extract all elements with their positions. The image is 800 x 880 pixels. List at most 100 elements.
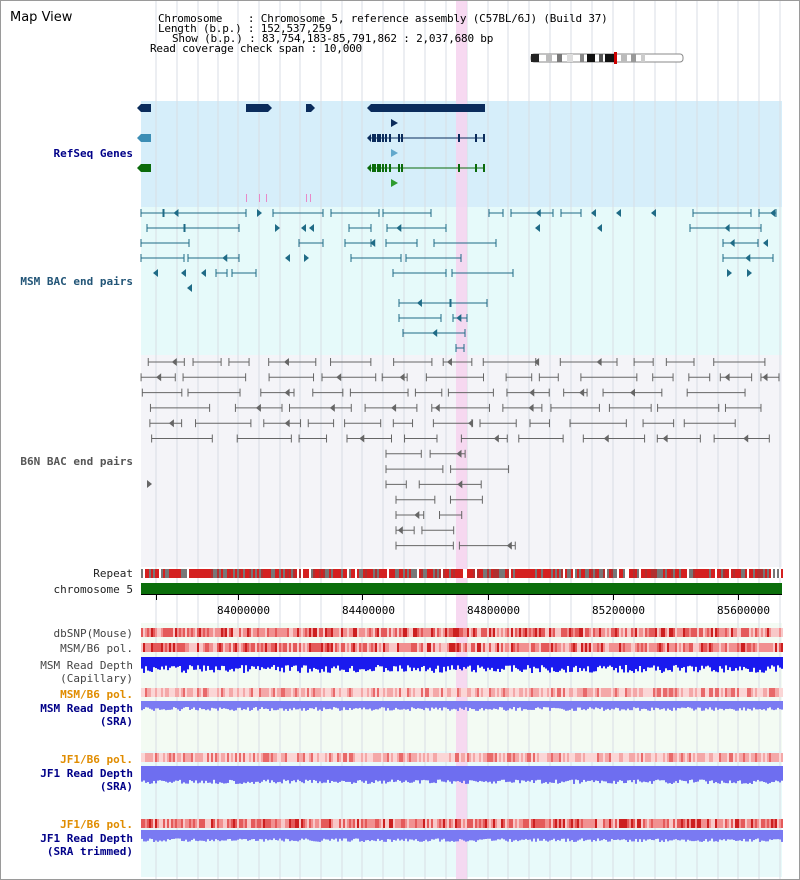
b6n-bac-pair bbox=[665, 358, 695, 366]
b6n-bac-pair bbox=[432, 419, 474, 428]
bac-end-pair-glyphs[interactable] bbox=[1, 1, 800, 571]
coverage-label: Read coverage check span bbox=[150, 42, 305, 55]
msm-bac-end bbox=[153, 269, 158, 277]
msm-depth-capillary-bars bbox=[141, 657, 783, 673]
b6n-bac-pair bbox=[439, 511, 463, 519]
msm-depth-sra-label: MSM Read Depth bbox=[40, 702, 133, 715]
axis-tick-label: 84400000 bbox=[342, 604, 395, 617]
msm-bac-pair bbox=[398, 299, 451, 307]
b6n-bac-pair bbox=[713, 434, 770, 443]
b6n-bac-pair bbox=[147, 358, 185, 366]
refseq-track-label[interactable]: RefSeq Genes bbox=[53, 147, 133, 160]
b6n-bac-pair bbox=[479, 419, 517, 428]
jf1-depth-sra-label: JF1 Read Depth bbox=[40, 767, 133, 780]
msm-depth-sra-bars bbox=[141, 701, 783, 711]
msm-bac-pair bbox=[692, 209, 752, 217]
jf1-b6-pol-heatmap bbox=[141, 753, 783, 762]
msm-bac-end bbox=[616, 209, 621, 217]
b6n-bac-pair bbox=[563, 388, 588, 397]
msm-bac-pair bbox=[386, 224, 447, 232]
b6n-bac-pair bbox=[529, 419, 550, 428]
header-coverage: Read coverage check span : 10,000 bbox=[150, 42, 362, 55]
b6n-bac-pair bbox=[458, 541, 516, 550]
b6n-bac-pair bbox=[421, 526, 455, 535]
msm-bac-pair bbox=[215, 269, 228, 277]
msm-bac-track-label[interactable]: MSM BAC end pairs bbox=[20, 275, 133, 288]
b6n-bac-pair bbox=[192, 358, 222, 366]
axis-tick bbox=[362, 594, 363, 600]
b6n-bac-pair bbox=[429, 449, 466, 458]
chromosome-label: Chromosome bbox=[158, 12, 223, 25]
msm-bac-end bbox=[763, 239, 768, 247]
b6n-bac-pair bbox=[151, 434, 213, 443]
jf1-b6-pol-trimmed-label: JF1/B6 pol. bbox=[60, 818, 133, 831]
msm-bac-pair bbox=[402, 329, 466, 337]
b6n-bac-pair bbox=[182, 373, 247, 382]
b6n-bac-pair bbox=[195, 419, 252, 428]
msm-bac-end bbox=[257, 209, 262, 217]
axis-tick bbox=[613, 594, 614, 600]
b6n-bac-pair bbox=[263, 419, 302, 428]
msm-bac-pair bbox=[689, 224, 762, 232]
b6n-bac-pair bbox=[187, 388, 241, 397]
msm-bac-pair bbox=[344, 239, 376, 247]
b6n-bac-pair bbox=[395, 511, 425, 519]
b6n-bac-pair bbox=[686, 388, 746, 397]
msm-bac-pair bbox=[330, 209, 380, 217]
b6n-bac-pair bbox=[298, 434, 328, 443]
b6n-bac-pair bbox=[393, 358, 433, 366]
b6n-bac-pair bbox=[724, 403, 762, 412]
msm-bac-pair bbox=[298, 239, 324, 247]
map-view-title: Map View bbox=[10, 10, 73, 25]
b6n-bac-pair bbox=[234, 403, 283, 412]
b6n-bac-pair bbox=[321, 373, 377, 382]
axis-tick bbox=[488, 594, 489, 600]
dbsnp-track-label: dbSNP(Mouse) bbox=[53, 627, 133, 640]
msm-bac-end bbox=[275, 224, 280, 232]
b6n-bac-pair bbox=[713, 358, 766, 366]
b6n-bac-pair bbox=[395, 526, 415, 535]
b6n-bac-pair bbox=[656, 434, 701, 443]
msm-bac-pair bbox=[140, 239, 190, 247]
jf1-depth-trimmed-sublabel: (SRA trimmed) bbox=[46, 845, 133, 858]
b6n-bac-pair bbox=[385, 449, 422, 458]
b6n-bac-pair bbox=[141, 388, 183, 397]
msm-bac-pair bbox=[187, 254, 240, 262]
b6n-bac-pair bbox=[418, 480, 482, 489]
msm-bac-pair bbox=[560, 209, 582, 217]
length-label: Length (b.p.) bbox=[158, 22, 242, 35]
jf1-depth-trimmed-label: JF1 Read Depth bbox=[40, 832, 133, 845]
b6n-bac-track-label[interactable]: B6N BAC end pairs bbox=[20, 455, 133, 468]
b6n-bac-pair bbox=[395, 541, 454, 550]
msm-bac-pair bbox=[452, 314, 468, 322]
b6n-bac-end bbox=[147, 480, 152, 488]
msm-bac-end bbox=[301, 224, 306, 232]
msm-bac-pair bbox=[184, 224, 240, 232]
b6n-bac-pair bbox=[381, 373, 408, 382]
msm-bac-end bbox=[597, 224, 602, 232]
b6n-bac-pair bbox=[657, 403, 720, 412]
repeat-track[interactable] bbox=[1, 1, 800, 601]
b6n-bac-pair bbox=[349, 388, 409, 397]
chromosome-bar[interactable] bbox=[141, 583, 782, 594]
msm-bac-pair bbox=[382, 209, 432, 217]
b6n-bac-pair bbox=[505, 373, 533, 382]
msm-bac-pair bbox=[722, 254, 774, 262]
chromosome-ideogram[interactable] bbox=[1, 1, 800, 81]
b6n-bac-pair bbox=[447, 388, 494, 397]
jf1-b6-pol-label: JF1/B6 pol. bbox=[60, 753, 133, 766]
b6n-bac-pair bbox=[449, 495, 483, 504]
b6n-bac-pair bbox=[760, 373, 780, 382]
b6n-bac-pair bbox=[538, 373, 559, 382]
b6n-bac-pair bbox=[683, 419, 736, 428]
jf1-depth-sra-bars bbox=[141, 766, 783, 784]
b6n-bac-pair bbox=[450, 465, 510, 474]
msm-bac-end bbox=[747, 269, 752, 277]
msm-bac-pair bbox=[350, 254, 402, 262]
header-show: Show (b.p.) : 83,754,183-85,791,862 : 2,… bbox=[172, 32, 494, 45]
b6n-bac-pair bbox=[460, 434, 508, 443]
msm-bac-end bbox=[304, 254, 309, 262]
b6n-bac-pair bbox=[268, 373, 315, 382]
